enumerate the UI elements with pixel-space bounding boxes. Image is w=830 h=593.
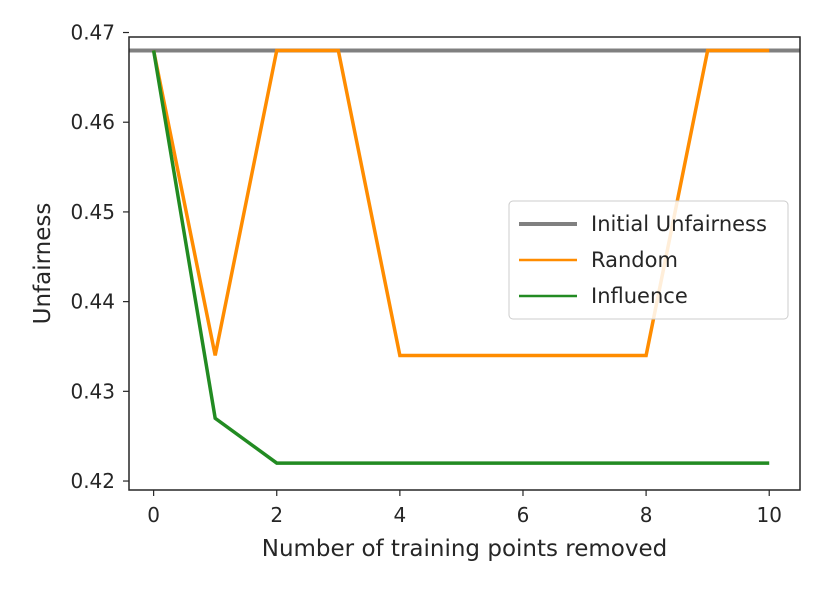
y-tick-label: 0.45: [70, 200, 115, 224]
legend: Initial Unfairness Random Influence: [508, 200, 789, 320]
legend-label: Initial Unfairness: [591, 212, 767, 236]
legend-label: Influence: [591, 284, 688, 308]
y-tick-label: 0.43: [70, 379, 115, 403]
y-axis-label: Unfairness: [30, 203, 56, 325]
plot-frame: [128, 36, 801, 491]
axis-ticks: 0 2 4 6 8 10 0.42 0.43 0.44 0.45 0.46 0.47: [70, 21, 781, 527]
x-axis-label: Number of training points removed: [262, 536, 668, 562]
y-tick-label: 0.47: [70, 21, 115, 45]
x-tick-label: 10: [756, 503, 781, 527]
x-tick-label: 0: [147, 503, 160, 527]
legend-label: Random: [591, 248, 678, 272]
x-tick-label: 6: [517, 503, 530, 527]
x-tick-label: 8: [640, 503, 653, 527]
y-tick-label: 0.42: [70, 469, 115, 493]
series-line-influence: [151, 50, 770, 465]
y-tick-label: 0.44: [70, 290, 115, 314]
x-tick-label: 4: [393, 503, 406, 527]
y-tick-label: 0.46: [70, 110, 115, 134]
legend-box: [508, 200, 789, 320]
x-tick-label: 2: [270, 503, 283, 527]
